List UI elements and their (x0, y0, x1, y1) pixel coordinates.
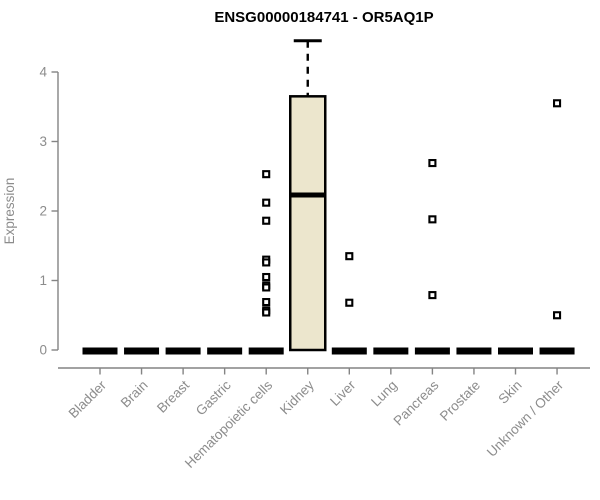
boxplot-skin (498, 347, 533, 355)
y-axis-label: Expression (2, 178, 17, 245)
boxplot-kidney (289, 39, 327, 352)
outlier-point (428, 158, 437, 168)
y-tick-label-2: 2 (39, 204, 47, 219)
x-tick-label-gastric: Gastric (193, 377, 234, 418)
boxplot-bladder (82, 347, 118, 355)
outlier-point (262, 272, 271, 282)
outlier-point (262, 308, 271, 317)
boxplot-lung (373, 347, 409, 355)
outlier-point (262, 283, 271, 292)
outlier-point (345, 298, 354, 307)
outlier-point (428, 215, 437, 224)
collapsed-box (331, 347, 367, 355)
boxplot-brain (124, 347, 160, 355)
outlier-point (262, 258, 271, 267)
collapsed-box (124, 347, 160, 355)
boxplot-pancreas (414, 158, 450, 355)
collapsed-box (82, 347, 118, 355)
x-tick-label-unknown-other: Unknown / Other (484, 377, 567, 460)
x-tick-label-prostate: Prostate (437, 378, 483, 424)
x-tick-label-lung: Lung (368, 378, 400, 410)
outlier-point (345, 252, 354, 261)
boxplot-series (82, 39, 575, 355)
outlier-point (552, 311, 562, 320)
collapsed-box (456, 347, 492, 355)
boxplot-gastric (207, 347, 243, 355)
outlier-point (262, 170, 271, 179)
outlier-point (262, 297, 271, 307)
collapsed-box (248, 347, 284, 355)
collapsed-box (373, 347, 409, 355)
x-tick-label-liver: Liver (327, 377, 359, 409)
y-tick-label-1: 1 (39, 273, 47, 288)
x-tick-label-breast: Breast (154, 377, 192, 415)
x-tick-label-bladder: Bladder (66, 377, 110, 421)
x-tick-label-skin: Skin (495, 378, 524, 407)
outlier-point (262, 216, 271, 225)
outlier-point (428, 291, 437, 300)
y-tick-label-4: 4 (39, 65, 47, 80)
boxplot-breast (165, 347, 201, 355)
boxplot-prostate (456, 347, 492, 355)
collapsed-box (539, 347, 575, 355)
boxplot-hematopoietic-cells (248, 170, 284, 355)
collapsed-box (414, 347, 450, 355)
boxplot-liver (331, 252, 367, 355)
collapsed-box (207, 347, 243, 355)
boxplot-unknown-other (539, 99, 575, 355)
y-tick-label-0: 0 (39, 343, 47, 358)
x-tick-label-pancreas: Pancreas (391, 377, 442, 428)
collapsed-box (498, 347, 533, 355)
box-rect (289, 95, 327, 352)
collapsed-box (165, 347, 201, 355)
y-tick-label-3: 3 (39, 134, 47, 149)
x-tick-label-brain: Brain (118, 378, 151, 411)
outlier-point (262, 198, 271, 207)
outlier-point (552, 99, 562, 108)
x-tick-label-kidney: Kidney (277, 377, 317, 417)
chart-title: ENSG00000184741 - OR5AQ1P (214, 9, 433, 26)
